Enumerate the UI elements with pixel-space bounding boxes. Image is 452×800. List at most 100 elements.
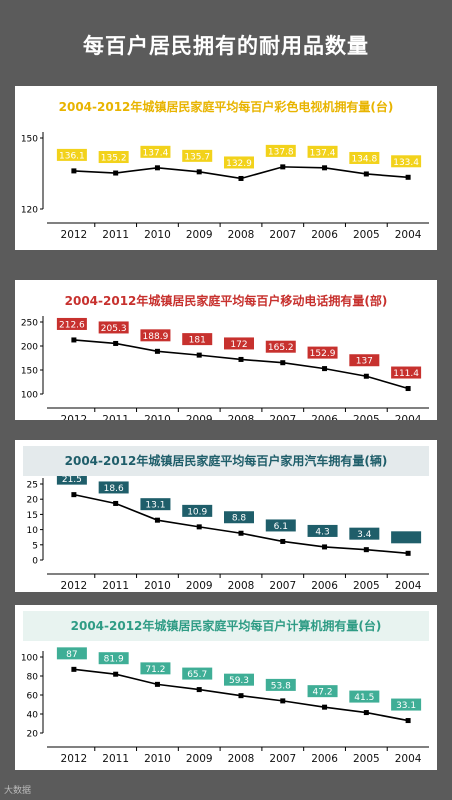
data-label-box xyxy=(307,524,338,537)
data-label: 10.9 xyxy=(187,507,207,517)
data-point xyxy=(405,386,411,392)
data-point xyxy=(196,687,202,693)
data-label: 152.9 xyxy=(310,349,336,359)
data-label-box xyxy=(224,511,254,524)
data-label-box xyxy=(307,346,338,359)
data-label: 65.7 xyxy=(187,670,207,680)
data-label-box xyxy=(224,673,254,686)
chart-svg: 20 40 60 80 100 2012 2011 2010 2009 2008 2007 2006 2… xyxy=(21,647,429,765)
data-label-box xyxy=(140,145,171,158)
y-tick-label: 40 xyxy=(27,711,39,721)
x-tick-label: 2010 xyxy=(144,753,171,765)
data-label: 81.9 xyxy=(104,655,124,665)
watermark: 大数据 xyxy=(4,786,32,796)
data-point xyxy=(113,170,119,176)
data-label: 59.3 xyxy=(229,676,249,686)
x-tick-label: 2008 xyxy=(228,753,255,765)
y-tick-label: 100 xyxy=(21,654,38,664)
y-tick-label: 15 xyxy=(27,511,38,521)
data-label: 71.2 xyxy=(145,665,165,675)
data-label: 6.1 xyxy=(274,522,288,532)
data-label-box xyxy=(391,155,422,168)
x-tick-label: 2009 xyxy=(186,580,213,592)
x-tick-label: 2010 xyxy=(144,580,171,592)
data-label: 137.8 xyxy=(268,147,294,157)
data-point xyxy=(113,671,119,677)
data-point xyxy=(238,693,244,699)
x-tick-label: 2006 xyxy=(311,580,338,592)
data-point xyxy=(238,356,244,362)
data-point xyxy=(322,544,328,550)
data-point xyxy=(405,550,411,556)
data-label: 181 xyxy=(189,336,206,346)
data-label: 137.4 xyxy=(310,148,336,158)
y-tick-label: 20 xyxy=(27,496,39,506)
data-point xyxy=(71,168,77,174)
data-label: 41.5 xyxy=(354,693,374,703)
data-label: 111.4 xyxy=(393,369,419,379)
data-label: 4.3 xyxy=(315,527,329,537)
data-label: 53.8 xyxy=(271,681,291,691)
data-point xyxy=(363,710,369,716)
x-tick-label: 2006 xyxy=(311,753,338,765)
x-tick-label: 2004 xyxy=(395,229,422,241)
chart-svg: 100 150 200 250 2012 2011 2010 2009 2008 2007 2006… xyxy=(21,316,429,420)
x-tick-label: 2011 xyxy=(102,580,129,592)
computer-chart-title: 2004-2012年城镇居民家庭平均每百户计算机拥有量(台) xyxy=(23,611,429,641)
data-label-box xyxy=(98,151,129,164)
x-tick-label: 2009 xyxy=(186,414,213,420)
data-label: 172 xyxy=(230,340,247,350)
data-label-box xyxy=(349,690,380,703)
y-tick-label: 200 xyxy=(21,343,38,353)
y-tick-label: 0 xyxy=(32,557,38,567)
data-label: 134.8 xyxy=(351,154,377,164)
y-tick-label: 150 xyxy=(21,367,38,377)
data-point xyxy=(196,524,202,530)
data-point xyxy=(280,360,286,366)
tv-chart-title: 2004-2012年城镇居民家庭平均每百户彩色电视机拥有量(台) xyxy=(23,92,429,122)
x-tick-label: 2011 xyxy=(102,753,129,765)
data-point xyxy=(113,500,119,506)
data-point xyxy=(71,666,77,672)
x-tick-label: 2007 xyxy=(269,753,296,765)
x-tick-label: 2009 xyxy=(186,753,213,765)
x-tick-label: 2004 xyxy=(395,753,422,765)
x-tick-label: 2009 xyxy=(186,229,213,241)
data-label: 3.4 xyxy=(357,530,372,540)
y-tick-label: 5 xyxy=(32,541,38,551)
x-tick-label: 2006 xyxy=(311,414,338,420)
data-point xyxy=(363,547,369,553)
data-point xyxy=(280,164,286,170)
data-point xyxy=(238,175,244,181)
x-tick-label: 2012 xyxy=(61,580,88,592)
data-point xyxy=(154,517,160,523)
y-tick-label: 250 xyxy=(21,319,38,329)
data-point xyxy=(363,171,369,177)
data-point xyxy=(405,174,411,180)
data-label: 8.8 xyxy=(232,514,247,524)
data-label-box xyxy=(140,662,171,675)
data-point xyxy=(363,373,369,379)
x-tick-label: 2012 xyxy=(61,753,88,765)
y-tick-label: 120 xyxy=(21,206,38,216)
data-point xyxy=(196,352,202,358)
data-label-box xyxy=(224,337,254,350)
x-tick-label: 2004 xyxy=(395,580,422,592)
data-point xyxy=(280,698,286,704)
data-label-box xyxy=(56,148,87,161)
tv-chart-panel: 120 150 2012 2011 2010 2009 2008 2007 2006 2005 20… xyxy=(15,86,437,250)
data-label-box xyxy=(349,527,380,540)
x-tick-label: 2012 xyxy=(61,414,88,420)
data-label-box xyxy=(98,321,129,334)
y-tick-label: 20 xyxy=(27,730,39,740)
data-label: 87 xyxy=(66,650,77,660)
data-point xyxy=(154,681,160,687)
data-label-box xyxy=(140,329,171,342)
computer-chart-panel: 20 40 60 80 100 2012 2011 2010 2009 2008 2007 2006 2… xyxy=(15,605,437,770)
data-label: 135.2 xyxy=(101,154,127,164)
data-point xyxy=(154,348,160,354)
data-label-box xyxy=(182,504,213,517)
y-tick-label: 25 xyxy=(27,481,38,491)
x-tick-label: 2005 xyxy=(353,580,380,592)
data-label: 47.2 xyxy=(313,688,333,698)
